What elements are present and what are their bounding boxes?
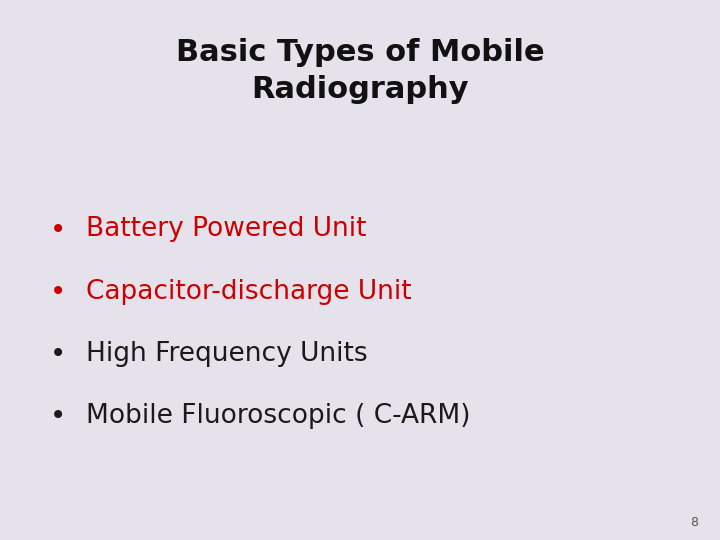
Text: Basic Types of Mobile
Radiography: Basic Types of Mobile Radiography	[176, 38, 544, 104]
Text: •: •	[50, 340, 66, 368]
Text: Capacitor-discharge Unit: Capacitor-discharge Unit	[86, 279, 412, 305]
Text: High Frequency Units: High Frequency Units	[86, 341, 368, 367]
Text: •: •	[50, 215, 66, 244]
Text: Mobile Fluoroscopic ( C-ARM): Mobile Fluoroscopic ( C-ARM)	[86, 403, 471, 429]
Text: •: •	[50, 402, 66, 430]
Text: 8: 8	[690, 516, 698, 529]
Text: Battery Powered Unit: Battery Powered Unit	[86, 217, 367, 242]
Text: •: •	[50, 278, 66, 306]
